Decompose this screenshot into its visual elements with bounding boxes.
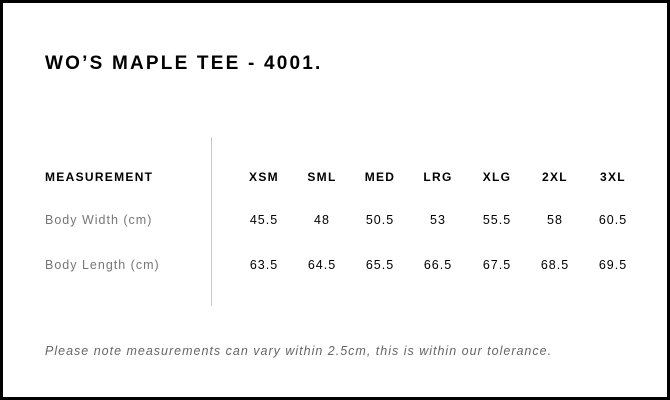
table-cell: 63.5 (249, 258, 279, 272)
table-cell: 66.5 (423, 258, 453, 272)
table-cell: 67.5 (482, 258, 512, 272)
table-cell: 50.5 (365, 213, 395, 227)
table-cell: 69.5 (598, 258, 628, 272)
table-cell: 65.5 (365, 258, 395, 272)
table-cell: 64.5 (307, 258, 337, 272)
size-chart-card: WO’S MAPLE TEE - 4001. MEASUREMENT XSM SML… (3, 3, 667, 397)
size-header: 2XL (542, 170, 568, 184)
row-label: Body Length (cm) (45, 258, 160, 272)
table-cell: 58 (547, 213, 563, 227)
table-cell: 48 (314, 213, 330, 227)
table-cell: 53 (430, 213, 446, 227)
measurement-header: MEASUREMENT (45, 170, 154, 184)
size-header: XSM (249, 170, 279, 184)
table-cell: 60.5 (598, 213, 628, 227)
row-label: Body Width (cm) (45, 213, 153, 227)
table-cell: 68.5 (540, 258, 570, 272)
tolerance-note: Please note measurements can vary within… (45, 344, 553, 358)
table-cell: 55.5 (482, 213, 512, 227)
size-header: MED (364, 170, 396, 184)
column-divider (211, 137, 212, 306)
size-header: LRG (423, 170, 453, 184)
size-header: 3XL (600, 170, 626, 184)
size-header: XLG (482, 170, 512, 184)
size-header: SML (307, 170, 337, 184)
page-title: WO’S MAPLE TEE - 4001. (45, 53, 323, 74)
table-cell: 45.5 (249, 213, 279, 227)
